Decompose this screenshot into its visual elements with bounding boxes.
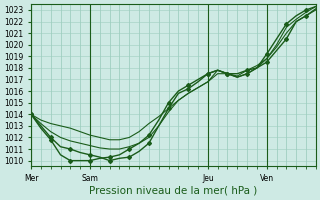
X-axis label: Pression niveau de la mer( hPa ): Pression niveau de la mer( hPa ) — [89, 186, 258, 196]
